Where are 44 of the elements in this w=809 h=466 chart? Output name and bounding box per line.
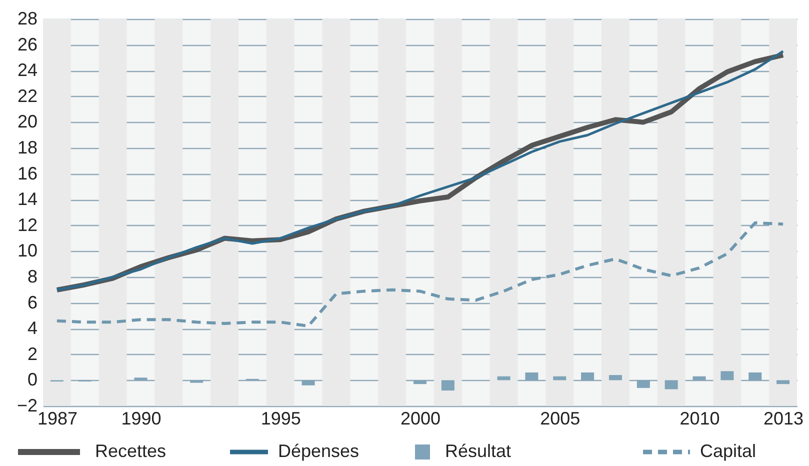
bar [553, 376, 566, 380]
bar [134, 378, 148, 380]
bar [441, 380, 454, 391]
y-tick-label: 22 [17, 86, 38, 106]
bar [692, 376, 706, 380]
y-tick-label: 0 [27, 370, 38, 390]
x-tick-label: 1987 [37, 408, 78, 428]
bar [414, 380, 426, 384]
legend-label: Dépenses [278, 441, 360, 461]
legend-label: Résultat [445, 441, 512, 461]
bar [664, 380, 678, 390]
y-tick-label: 4 [27, 318, 38, 338]
y-tick-label: 24 [17, 60, 38, 80]
x-tick-label: 2010 [680, 408, 720, 428]
y-tick-label: 28 [17, 8, 38, 28]
y-tick-label: 20 [17, 112, 38, 132]
y-tick-label: 16 [17, 163, 38, 184]
bar [720, 371, 734, 380]
y-tick-label: 6 [27, 292, 38, 312]
bar [497, 376, 510, 380]
x-tick-label: 2013 [764, 408, 804, 428]
legend-label: Recettes [95, 441, 166, 461]
y-tick-label: 14 [17, 189, 38, 210]
y-tick-label: 10 [17, 240, 38, 261]
bar [636, 380, 650, 388]
bar [525, 372, 538, 380]
bar [748, 372, 762, 380]
bar [581, 372, 594, 380]
legend-label: Capital [700, 441, 756, 461]
y-tick-label: 26 [17, 34, 38, 54]
x-tick-label: 2005 [540, 408, 580, 428]
x-tick-label: 1995 [260, 408, 301, 428]
bar [302, 380, 315, 386]
y-tick-label: −2 [16, 396, 38, 416]
line-series [55, 221, 785, 328]
y-tick-label: 18 [17, 138, 38, 158]
y-tick-label: 2 [27, 344, 38, 364]
bar [190, 380, 204, 383]
y-tick-label: 8 [27, 266, 38, 286]
x-tick-label: 2000 [400, 408, 441, 428]
bar [608, 375, 622, 380]
x-tick-label: 1990 [121, 408, 162, 428]
bar [776, 380, 790, 384]
y-tick-label: 12 [17, 214, 38, 235]
